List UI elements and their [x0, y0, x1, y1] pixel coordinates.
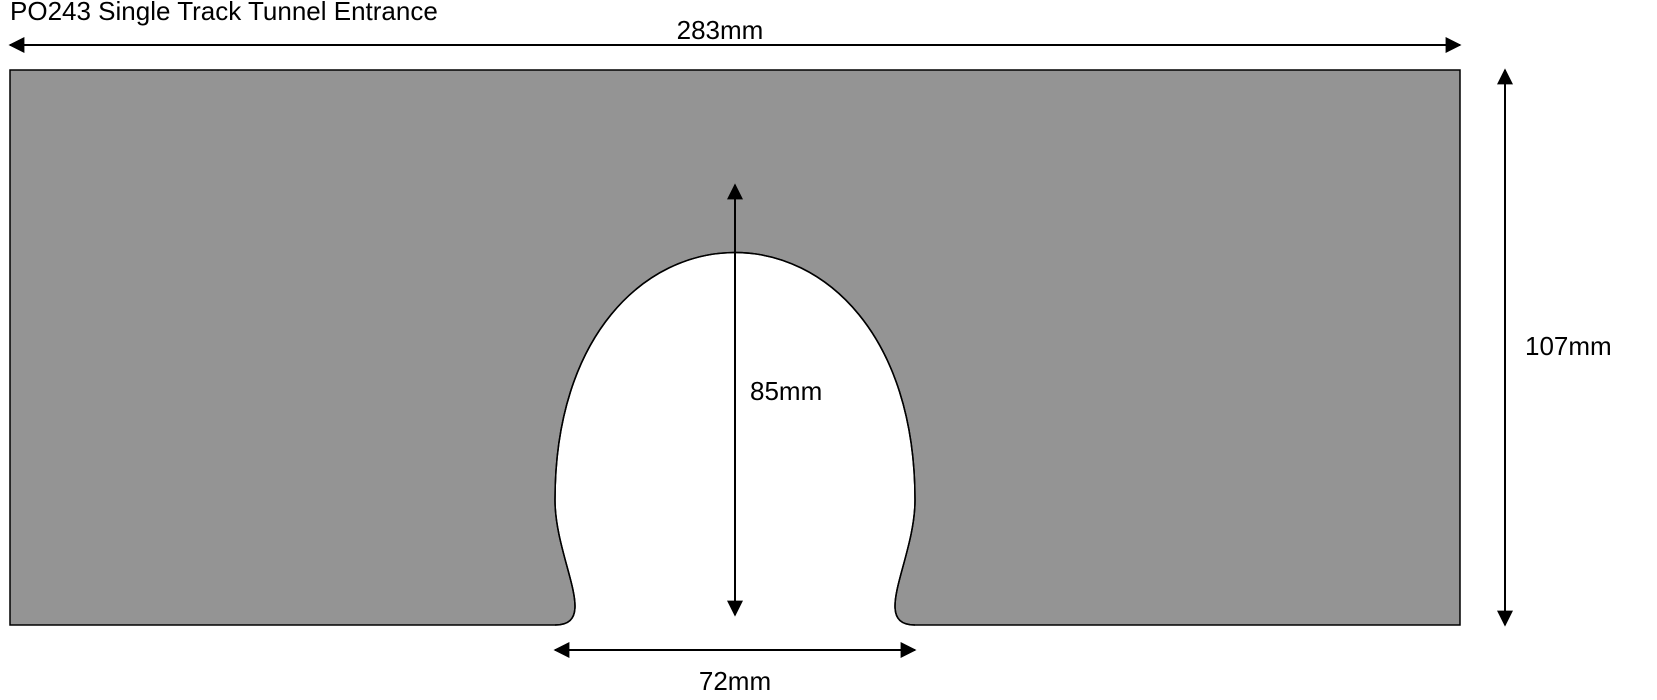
total-height-label: 107mm	[1525, 331, 1612, 361]
total-width-label: 283mm	[677, 15, 764, 45]
tunnel-entrance-diagram: PO243 Single Track Tunnel Entrance 283mm…	[0, 0, 1657, 700]
opening-height-label: 85mm	[750, 376, 822, 406]
diagram-title: PO243 Single Track Tunnel Entrance	[10, 0, 438, 26]
opening-width-label: 72mm	[699, 666, 771, 696]
